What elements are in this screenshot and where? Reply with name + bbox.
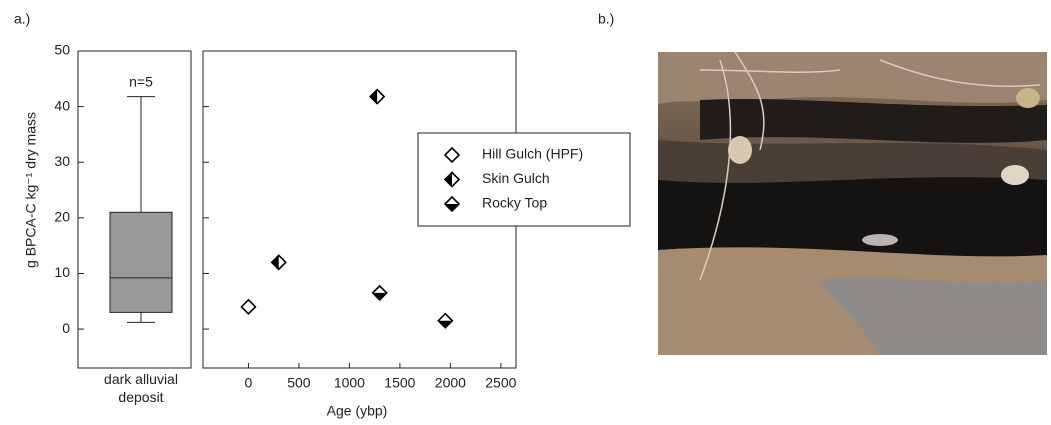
x-tick-label: 2000 [435,375,466,391]
point [438,314,452,328]
panel-label: a.) [14,11,30,27]
y-axis-label: g BPCA-C kg⁻¹ dry mass [23,112,39,268]
y-tick-label: 40 [54,97,70,113]
panel-label: b.) [598,11,614,27]
marker-fill [272,255,279,269]
x-tick-label: 1000 [334,375,365,391]
x-tick-label: 1500 [384,375,415,391]
point [370,90,384,104]
chart: a.) b.) n=5 g BPCA-C kg⁻¹ dry mass Age (… [0,0,1051,425]
y-tick-label: 30 [54,153,70,169]
box [110,212,172,312]
x-tick-label: 0 [245,375,253,391]
photo [658,52,1047,355]
marker-outline [241,300,255,314]
marker-fill [438,321,452,328]
point [272,255,286,269]
y-tick-label: 10 [54,264,70,280]
annotation: n=5 [129,74,153,90]
marker-fill [373,293,387,300]
figure: a.) b.) n=5 g BPCA-C kg⁻¹ dry mass Age (… [0,0,1051,425]
legend-label: Hill Gulch (HPF) [482,146,583,162]
box-frame [78,51,191,368]
x-tick-label: 2500 [485,375,516,391]
point [241,300,255,314]
x-axis-label: Age (ybp) [327,403,388,419]
category-label: dark alluvial deposit [91,370,191,406]
legend-label: Rocky Top [482,195,547,211]
point [373,286,387,300]
y-tick-label: 0 [62,320,70,336]
marker-fill [370,90,377,104]
x-tick-label: 500 [287,375,311,391]
legend-label: Skin Gulch [482,170,550,186]
y-tick-label: 50 [54,42,70,58]
y-tick-label: 20 [54,209,70,225]
